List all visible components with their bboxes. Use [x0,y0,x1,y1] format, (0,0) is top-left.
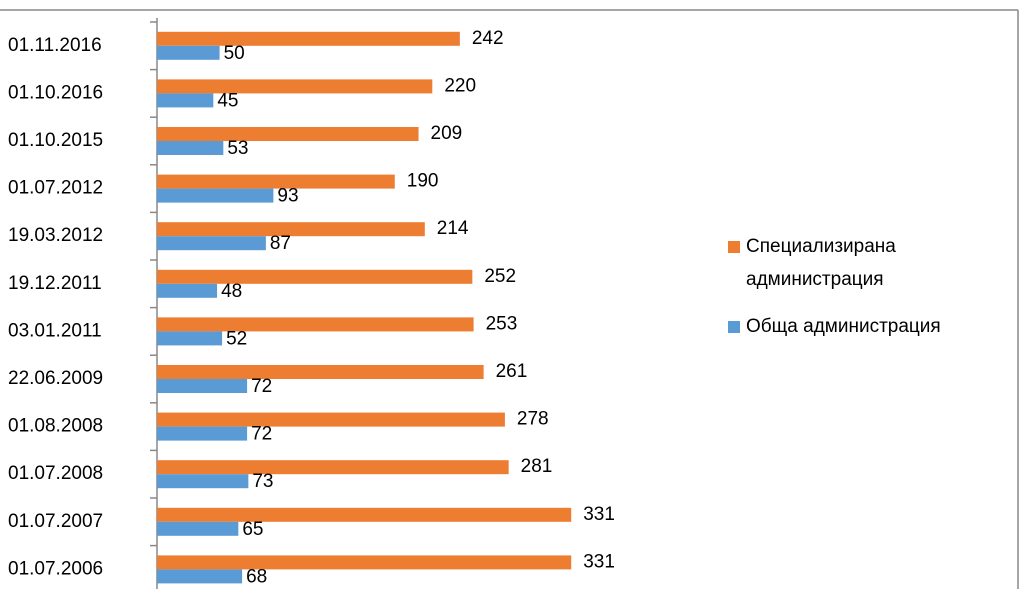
legend-label: Специализирана администрация [746,236,896,290]
data-label: 72 [251,424,272,445]
bar [157,79,433,94]
data-label: 53 [227,138,248,159]
data-label: 261 [496,361,528,382]
bar [157,412,505,427]
bar [157,31,460,46]
data-label: 278 [517,409,549,430]
legend-swatch [728,241,740,253]
legend-swatch [728,321,740,333]
legend-entry: Специализирана администрация [728,230,936,296]
legend-entry: Обща администрация [728,310,1016,343]
data-label: 50 [224,43,245,64]
data-label: 73 [252,471,273,492]
bar [157,365,484,379]
y-tick-label: 01.08.2008 [8,416,103,437]
data-label: 72 [251,376,272,397]
legend-label: Обща администрация [746,316,941,337]
bar [157,474,249,489]
bar [157,283,218,298]
y-tick-label: 01.11.2016 [8,35,102,56]
data-label: 253 [486,313,518,334]
bar [157,507,572,522]
data-label: 281 [521,456,553,477]
data-label: 65 [242,519,263,540]
data-label: 331 [583,504,615,525]
y-tick-label: 01.10.2016 [8,82,103,103]
y-tick-label: 01.10.2015 [8,130,103,151]
bar [157,460,509,475]
y-tick-label: 03.01.2011 [8,320,102,341]
data-label: 45 [217,90,238,111]
bar [157,93,214,108]
bar [157,45,220,60]
bar [157,331,223,346]
data-label: 87 [270,233,291,254]
y-tick-label: 01.07.2012 [8,178,103,199]
data-label: 331 [583,551,615,572]
data-label: 220 [444,75,476,96]
bar [157,555,572,570]
data-label: 52 [226,328,247,349]
y-tick-label: 22.06.2009 [8,368,103,389]
bar [157,174,395,189]
y-tick-label: 19.03.2012 [8,225,103,246]
bar [157,269,473,284]
data-label: 68 [246,566,267,587]
data-label: 93 [277,186,298,207]
y-tick-label: 19.12.2011 [8,273,102,294]
bar [157,222,425,237]
bar [157,317,474,332]
y-tick-label: 01.07.2007 [8,511,103,532]
data-label: 214 [437,218,469,239]
bar [157,236,266,251]
data-label: 48 [221,281,242,302]
data-label: 242 [472,28,504,49]
y-tick-label: 01.07.2008 [8,463,103,484]
data-label: 252 [484,266,516,287]
data-label: 209 [431,123,463,144]
y-tick-label: 01.07.2006 [8,558,103,579]
bar [157,127,419,141]
data-label: 190 [407,171,439,192]
bar [157,426,248,441]
bar [157,141,224,155]
bar [157,379,248,393]
bar [157,521,239,536]
bar [157,569,243,584]
bar [157,188,274,203]
